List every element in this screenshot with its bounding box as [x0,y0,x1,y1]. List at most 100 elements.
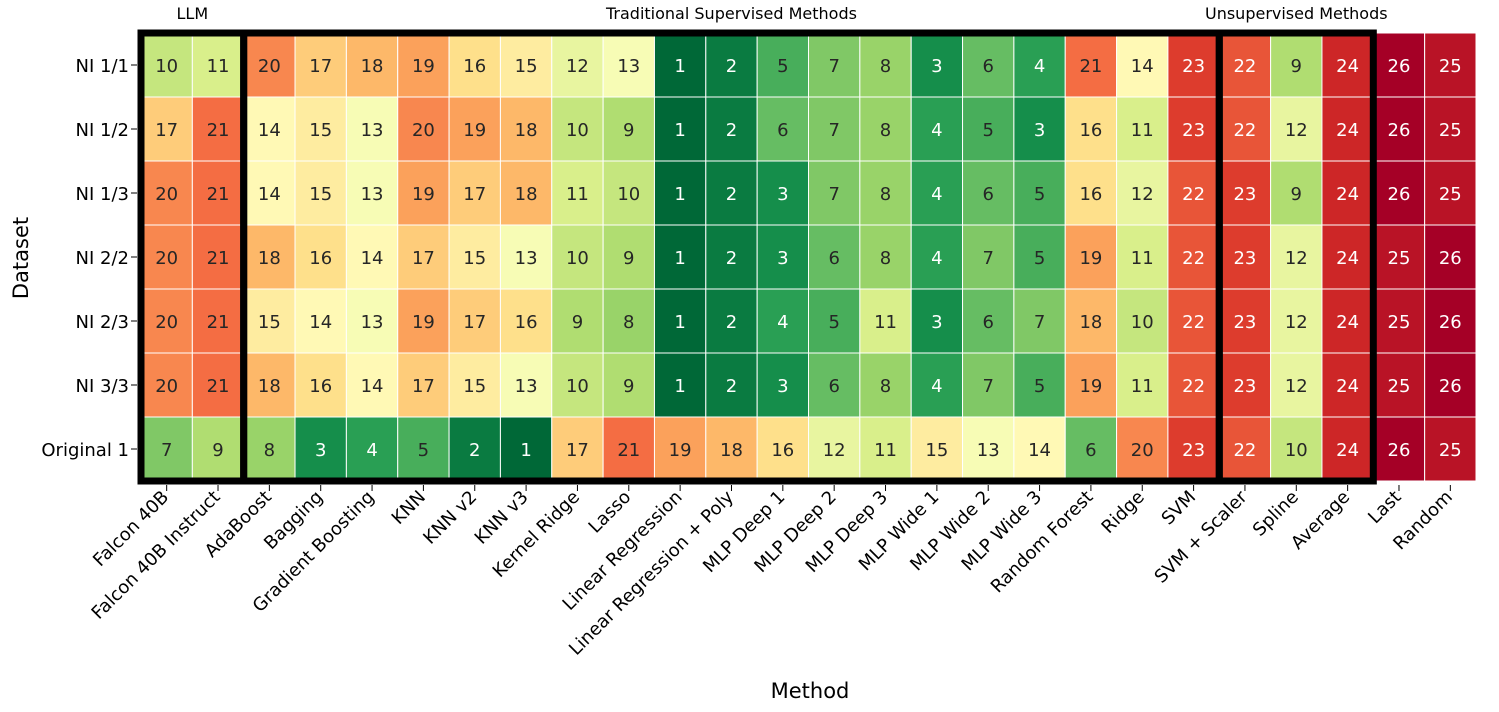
cell-value: 12 [1285,312,1308,333]
cell-value: 12 [1131,184,1154,205]
cell-value: 16 [309,376,332,397]
heatmap-cell [499,288,553,354]
cell-value: 25 [1439,184,1462,205]
cell-value: 17 [463,312,486,333]
cell-value: 26 [1388,56,1411,77]
heatmap-cell [1116,224,1169,290]
cell-value: 13 [515,248,538,269]
cell-value: 20 [155,376,178,397]
cell-value: 18 [515,120,538,141]
cell-value: 10 [1131,312,1154,333]
cell-value: 20 [155,184,178,205]
heatmap-cell [1424,96,1477,162]
heatmap-cell [1424,352,1477,418]
cell-value: 6 [982,312,993,333]
y-tick-label: NI 2/3 [76,312,129,333]
cell-value: 3 [931,312,942,333]
y-tick-label: NI 1/1 [76,56,129,77]
heatmap-cell [140,32,193,98]
heatmap-cell [910,32,964,98]
cell-value: 19 [412,56,435,77]
cell-value: 15 [258,312,281,333]
cell-value: 19 [412,312,435,333]
heatmap-cell [243,160,296,226]
cell-value: 24 [1336,376,1359,397]
cell-value: 10 [566,376,589,397]
heatmap-cell [808,160,861,226]
group-label: Unsupervised Methods [1205,4,1388,23]
cell-value: 11 [1131,248,1154,269]
cell-value: 4 [931,376,942,397]
heatmap-cell [705,160,758,226]
heatmap-cell [859,160,912,226]
heatmap-cell [1167,352,1220,418]
heatmap-cell [1167,416,1220,482]
cell-value: 13 [977,440,1000,461]
cell-value: 11 [1131,376,1154,397]
x-axis-label: Method [771,679,850,703]
heatmap-cell [756,352,810,418]
cell-value: 10 [566,120,589,141]
cell-value: 26 [1439,312,1462,333]
heatmap-cell [140,416,193,482]
cell-value: 23 [1182,56,1205,77]
cell-value: 19 [412,184,435,205]
cell-value: 19 [1079,376,1102,397]
cell-value: 12 [1285,120,1308,141]
heatmap-cell [705,352,758,418]
heatmap-cell [1013,352,1066,418]
heatmap-cell [705,288,758,354]
cell-value: 13 [361,184,384,205]
heatmap-cell [910,416,964,482]
heatmap-cell [551,160,604,226]
cell-value: 1 [674,376,685,397]
heatmap-cell [910,96,964,162]
cell-value: 4 [931,120,942,141]
heatmap-cell [859,352,912,418]
heatmap-cell [1013,160,1066,226]
heatmap-cell [294,224,347,290]
heatmap-cell [1424,224,1477,290]
cell-value: 12 [566,56,589,77]
heatmap-cell [1116,352,1169,418]
heatmap-cell [910,160,964,226]
heatmap-cell [448,224,501,290]
cell-value: 24 [1336,56,1359,77]
cell-value: 18 [720,440,743,461]
cell-value: 1 [674,184,685,205]
heatmap-cell [551,352,604,418]
cell-value: 11 [566,184,589,205]
heatmap-cell [910,352,964,418]
heatmap-cell [140,352,193,418]
heatmap-cell [243,96,296,162]
heatmap-cell [1116,96,1169,162]
cell-value: 15 [463,248,486,269]
heatmap-cell [808,288,861,354]
group-frame [1215,29,1377,485]
cell-value: 21 [207,184,230,205]
cell-value: 19 [1079,248,1102,269]
heatmap-cell [1270,416,1323,482]
cell-value: 21 [1079,56,1102,77]
cell-value: 17 [412,248,435,269]
group-labels: LLM Traditional Supervised Methods Unsuper… [177,4,1388,23]
heatmap-cell [705,416,758,482]
cell-value: 4 [1034,56,1045,77]
cell-value: 3 [777,184,788,205]
y-tick-labels: NI 1/1 NI 1/2 NI 1/3 NI 2/2 NI 2/3 NI 3/3 Orig… [41,56,137,461]
cell-value: 2 [726,312,737,333]
cell-value: 23 [1233,248,1256,269]
cell-value: 17 [155,120,178,141]
cell-value: 22 [1182,312,1205,333]
cell-value: 23 [1233,376,1256,397]
heatmap-cell [191,160,245,226]
cell-value: 21 [207,312,230,333]
heatmap-cell [653,224,707,290]
cell-value: 22 [1182,376,1205,397]
y-tick-label: Original 1 [41,440,129,461]
heatmap-cell [1116,160,1169,226]
x-tick-label: SVM + Scaler [1151,486,1252,587]
cell-value: 15 [309,184,332,205]
y-tick-label: NI 1/3 [76,184,129,205]
